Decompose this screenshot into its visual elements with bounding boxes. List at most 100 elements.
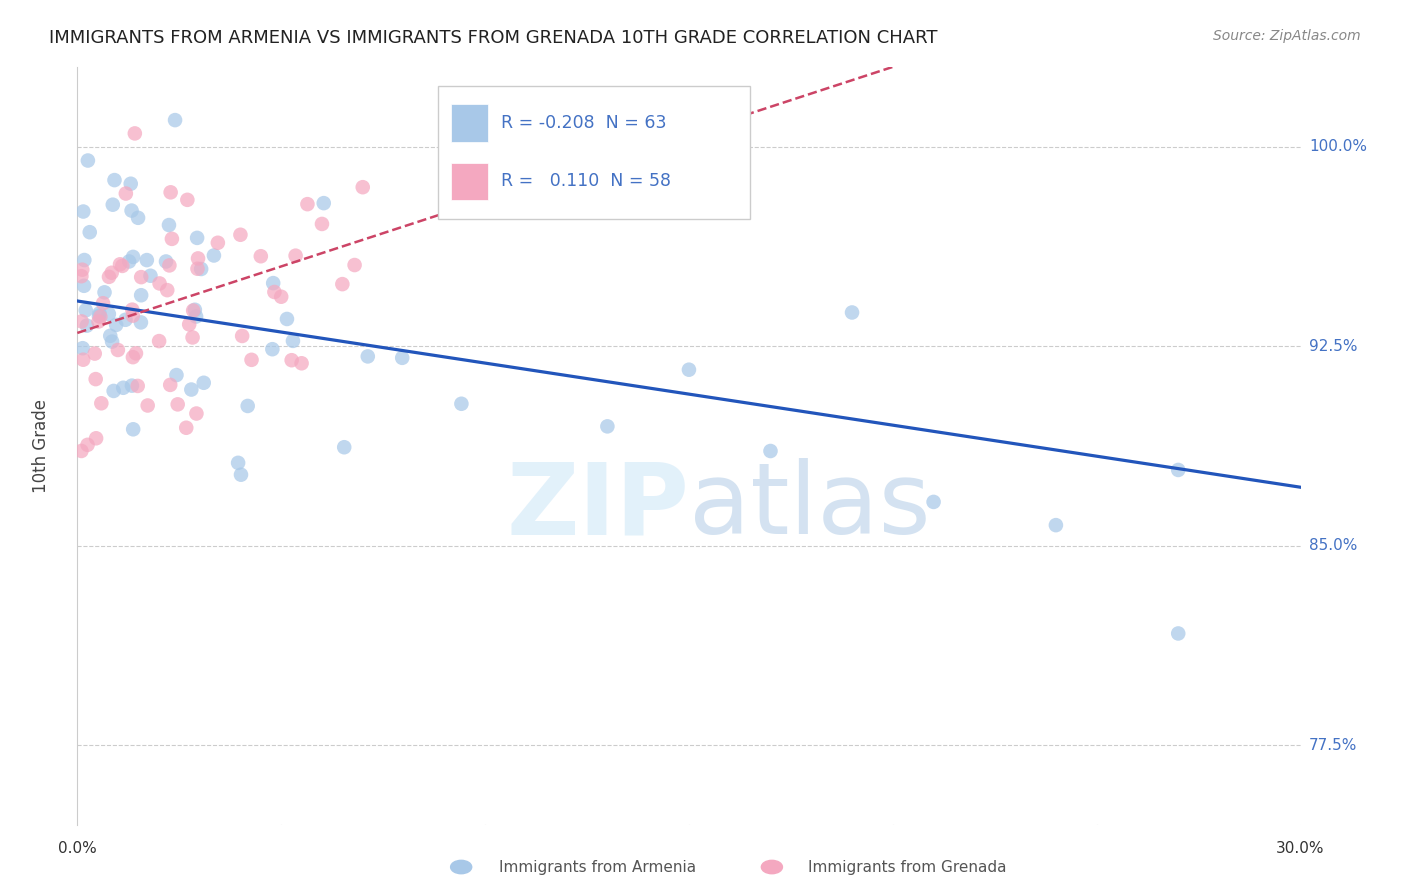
- Text: R = -0.208  N = 63: R = -0.208 N = 63: [501, 114, 666, 132]
- Point: [181, 330, 204, 344]
- Point: [79, 225, 101, 239]
- Point: [121, 309, 143, 323]
- Point: [165, 113, 187, 128]
- Point: [100, 266, 122, 280]
- Point: [159, 186, 181, 200]
- Point: [181, 303, 204, 318]
- Point: [73, 253, 96, 268]
- Point: [156, 283, 179, 297]
- Point: [186, 407, 208, 421]
- Text: R =   0.110  N = 58: R = 0.110 N = 58: [501, 172, 671, 190]
- Bar: [451, 163, 488, 200]
- Text: 0.0%: 0.0%: [58, 841, 97, 856]
- Point: [129, 270, 152, 285]
- Point: [157, 218, 180, 232]
- Point: [89, 310, 111, 324]
- Point: [77, 153, 100, 168]
- Point: [75, 303, 97, 318]
- Point: [91, 296, 114, 310]
- Text: Immigrants from Grenada: Immigrants from Grenada: [808, 860, 1007, 874]
- Point: [127, 379, 149, 393]
- Point: [121, 378, 143, 392]
- Point: [87, 309, 110, 323]
- Point: [84, 431, 107, 445]
- Point: [1045, 518, 1067, 533]
- Point: [107, 343, 129, 357]
- Point: [186, 231, 208, 245]
- Point: [90, 396, 112, 410]
- Text: IMMIGRANTS FROM ARMENIA VS IMMIGRANTS FROM GRENADA 10TH GRADE CORRELATION CHART: IMMIGRANTS FROM ARMENIA VS IMMIGRANTS FR…: [49, 29, 938, 47]
- Point: [103, 173, 125, 187]
- Text: 85.0%: 85.0%: [1309, 538, 1357, 553]
- Point: [202, 248, 225, 262]
- Point: [101, 334, 124, 349]
- Point: [1167, 463, 1189, 477]
- Point: [184, 310, 207, 324]
- Point: [231, 329, 253, 343]
- Point: [76, 438, 98, 452]
- Point: [229, 227, 252, 242]
- Point: [176, 193, 198, 207]
- Point: [105, 318, 128, 332]
- Point: [179, 318, 201, 332]
- Point: [98, 269, 121, 284]
- Point: [263, 285, 285, 299]
- Point: [312, 196, 335, 211]
- Point: [125, 346, 148, 360]
- Point: [121, 203, 143, 218]
- Point: [187, 252, 209, 266]
- Point: [87, 314, 110, 328]
- Point: [98, 328, 121, 343]
- Point: [281, 334, 304, 348]
- Point: [72, 204, 94, 219]
- Point: [122, 422, 145, 436]
- Text: ZIP: ZIP: [506, 458, 689, 555]
- Point: [157, 259, 180, 273]
- Point: [207, 235, 229, 250]
- Point: [678, 362, 700, 376]
- Point: [1167, 626, 1189, 640]
- Point: [155, 254, 177, 268]
- Point: [120, 177, 142, 191]
- Text: 92.5%: 92.5%: [1309, 339, 1357, 354]
- Text: Source: ZipAtlas.com: Source: ZipAtlas.com: [1213, 29, 1361, 44]
- Point: [111, 259, 134, 273]
- Point: [127, 211, 149, 225]
- Point: [115, 186, 138, 201]
- Point: [136, 399, 159, 413]
- Point: [332, 277, 354, 292]
- Point: [343, 258, 366, 272]
- Point: [124, 127, 146, 141]
- Point: [184, 302, 207, 317]
- Point: [262, 342, 284, 356]
- Point: [297, 197, 319, 211]
- Point: [97, 307, 120, 321]
- Text: 10th Grade: 10th Grade: [31, 399, 49, 493]
- Point: [135, 253, 157, 268]
- Point: [352, 180, 374, 194]
- Point: [148, 334, 170, 348]
- Point: [70, 444, 93, 458]
- Point: [103, 384, 125, 398]
- Point: [841, 305, 863, 319]
- Text: atlas: atlas: [689, 458, 931, 555]
- Point: [186, 261, 208, 276]
- Text: 100.0%: 100.0%: [1309, 139, 1367, 154]
- Point: [596, 419, 619, 434]
- Point: [112, 381, 135, 395]
- Point: [159, 377, 181, 392]
- Point: [229, 467, 252, 482]
- Point: [280, 353, 302, 368]
- Point: [276, 312, 298, 326]
- Point: [450, 397, 472, 411]
- Point: [458, 193, 481, 207]
- Point: [101, 197, 124, 211]
- Point: [922, 495, 945, 509]
- Point: [122, 350, 145, 364]
- Point: [160, 232, 183, 246]
- Point: [70, 314, 93, 328]
- Point: [180, 383, 202, 397]
- Point: [121, 302, 143, 317]
- Point: [72, 352, 94, 367]
- Point: [108, 257, 131, 271]
